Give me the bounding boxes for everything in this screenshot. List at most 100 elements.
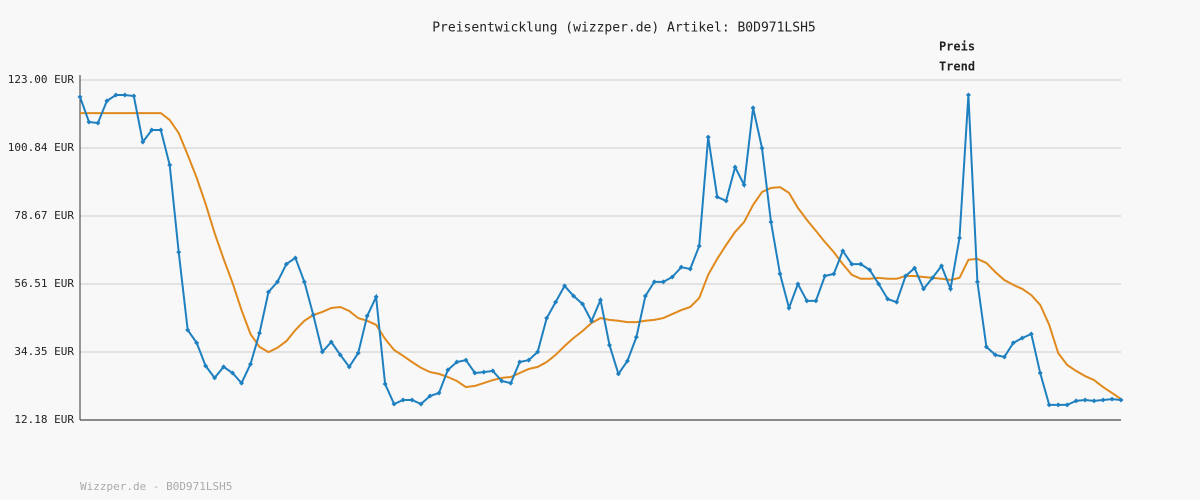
data-point xyxy=(113,92,119,98)
y-tick-label: 56.51 EUR xyxy=(14,277,74,290)
data-point xyxy=(248,361,254,367)
data-point xyxy=(1037,370,1043,376)
data-point xyxy=(158,127,164,133)
data-point xyxy=(912,265,918,271)
data-point xyxy=(535,349,541,355)
data-point xyxy=(1091,398,1097,404)
data-point xyxy=(571,293,577,299)
data-point xyxy=(221,364,227,370)
y-tick-label: 12.18 EUR xyxy=(14,413,74,426)
data-point xyxy=(777,271,783,277)
data-point xyxy=(328,339,334,345)
data-point xyxy=(651,279,657,285)
data-point xyxy=(894,299,900,305)
data-point xyxy=(598,297,603,303)
data-point xyxy=(544,315,550,321)
data-point xyxy=(804,298,810,304)
data-point xyxy=(292,255,298,261)
data-point xyxy=(714,194,720,200)
data-point xyxy=(167,162,173,168)
data-point xyxy=(732,164,738,170)
data-point xyxy=(301,279,307,285)
data-point xyxy=(660,279,666,285)
data-point xyxy=(1028,331,1034,337)
data-point xyxy=(786,305,792,311)
data-point xyxy=(965,92,971,98)
footer: Wizzper.de - B0D971LSH5 xyxy=(80,480,232,493)
data-point xyxy=(1046,402,1052,408)
data-point xyxy=(822,273,828,279)
data-point xyxy=(355,350,361,356)
data-point xyxy=(131,93,137,99)
data-point xyxy=(1100,397,1106,403)
data-point xyxy=(992,352,998,358)
data-point xyxy=(463,357,469,363)
data-point xyxy=(615,371,621,377)
data-point xyxy=(400,397,406,403)
data-point xyxy=(337,352,343,358)
chart-title: Preisentwicklung (wizzper.de) Artikel: B… xyxy=(432,21,816,36)
data-point xyxy=(831,271,837,277)
data-point xyxy=(624,358,630,364)
data-point xyxy=(1073,398,1079,404)
y-tick-label: 78.67 EUR xyxy=(14,209,74,222)
data-point xyxy=(768,219,774,225)
data-point xyxy=(499,378,505,384)
data-point xyxy=(265,289,271,295)
data-point xyxy=(974,279,980,285)
data-point xyxy=(508,380,514,386)
data-point xyxy=(930,275,936,281)
data-point xyxy=(723,198,729,204)
data-point xyxy=(382,381,388,387)
data-point xyxy=(687,266,693,272)
data-point xyxy=(1001,354,1007,360)
data-point xyxy=(230,370,236,376)
data-point xyxy=(1019,335,1025,341)
data-point xyxy=(903,273,909,279)
data-point xyxy=(858,261,864,267)
data-point xyxy=(176,249,182,255)
data-point xyxy=(813,298,819,304)
data-point xyxy=(319,349,325,355)
data-point xyxy=(840,248,846,254)
data-point xyxy=(391,401,397,407)
data-point xyxy=(436,390,442,396)
y-tick-label: 100.84 EUR xyxy=(8,141,75,154)
data-point xyxy=(633,334,639,340)
data-point xyxy=(849,261,855,267)
data-point xyxy=(885,296,891,302)
data-point xyxy=(589,318,595,324)
data-point xyxy=(185,327,191,333)
data-point xyxy=(741,182,747,188)
data-point xyxy=(427,393,433,399)
data-point xyxy=(1055,402,1061,408)
data-point xyxy=(104,98,110,104)
data-point xyxy=(1010,340,1016,346)
data-point xyxy=(705,134,711,140)
data-point xyxy=(956,235,962,241)
data-point xyxy=(939,263,945,269)
data-point xyxy=(472,370,478,376)
data-point xyxy=(418,401,424,407)
data-point xyxy=(669,274,675,280)
data-point xyxy=(481,369,487,375)
data-point xyxy=(149,127,155,133)
data-point xyxy=(283,261,289,267)
data-point xyxy=(409,397,415,403)
data-point xyxy=(346,364,352,370)
data-point xyxy=(256,330,262,336)
data-point xyxy=(373,294,379,300)
data-point xyxy=(867,267,873,273)
data-point xyxy=(95,120,101,126)
data-point xyxy=(239,380,245,386)
legend-label: Trend xyxy=(939,60,975,74)
data-point xyxy=(562,283,568,289)
data-point xyxy=(580,301,586,307)
data-point xyxy=(759,145,765,151)
data-point xyxy=(876,281,882,287)
data-point xyxy=(553,299,559,305)
data-point xyxy=(310,312,316,318)
data-point xyxy=(274,279,280,285)
